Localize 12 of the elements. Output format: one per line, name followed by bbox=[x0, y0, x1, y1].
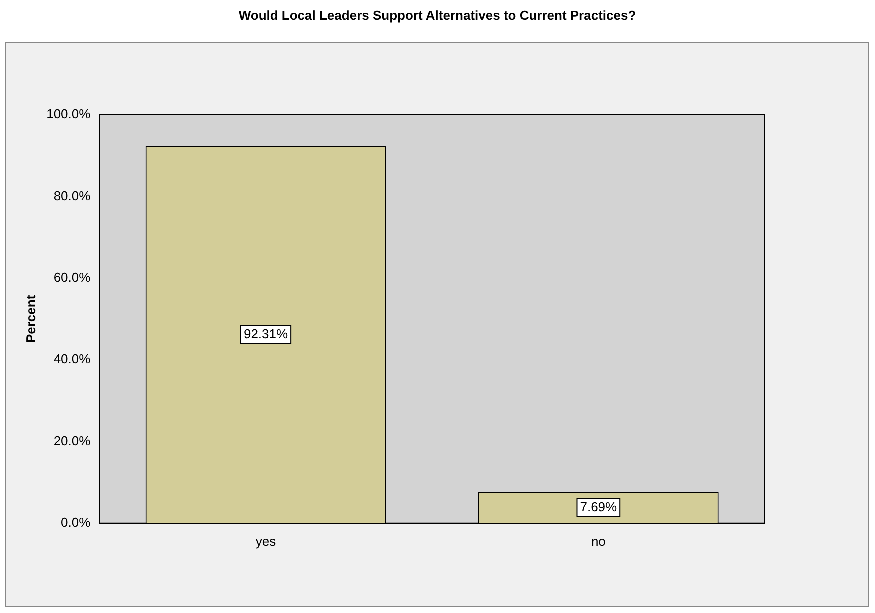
y-axis-title: Percent bbox=[23, 294, 38, 344]
data-label: 7.69% bbox=[580, 499, 618, 514]
data-label: 92.31% bbox=[244, 326, 289, 342]
y-tick-label: 80.0% bbox=[54, 188, 92, 204]
y-tick-label: 60.0% bbox=[54, 270, 92, 285]
x-tick-label: yes bbox=[256, 534, 277, 549]
y-tick-label: 20.0% bbox=[54, 433, 92, 448]
x-tick-label: no bbox=[591, 534, 606, 549]
y-tick-label: 0.0% bbox=[61, 514, 92, 530]
y-tick-label: 40.0% bbox=[54, 352, 92, 367]
y-tick-label: 100.0% bbox=[46, 106, 92, 122]
chart-title: Would Local Leaders Support Alternatives to Current Practices? bbox=[238, 8, 638, 23]
